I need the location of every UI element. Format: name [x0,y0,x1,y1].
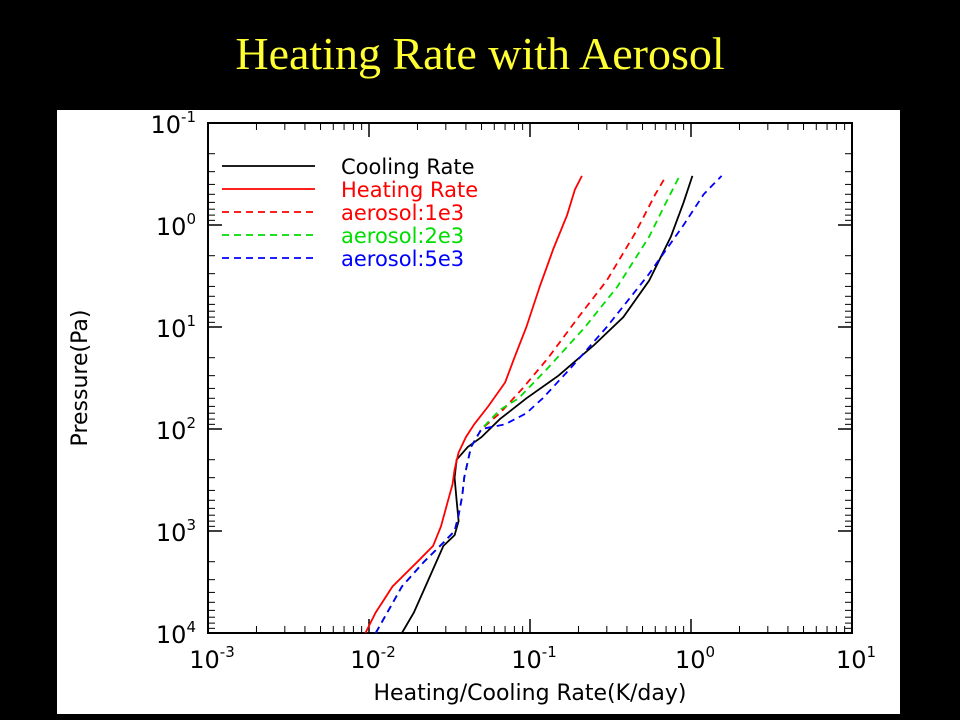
y-axis-label: Pressure(Pa) [68,310,93,447]
x-tick-label: 100 [675,643,715,674]
series-line-heating-rate [364,175,583,634]
x-tick-label: 10-3 [189,643,235,674]
y-tick-label: 100 [156,210,196,241]
x-tick-label: 10-1 [511,643,557,674]
y-tick-label: 103 [156,516,196,547]
y-axis-ticks: 10-1 100 101 102 103 104 [150,110,852,649]
legend-label: aerosol:2e3 [341,224,464,248]
plot-frame [207,122,853,634]
legend-label: aerosol:1e3 [341,201,464,225]
y-tick-label: 102 [156,414,196,445]
y-tick-label: 101 [156,312,196,343]
heating-rate-chart: 10-3 10-2 10-1 100 101 10-1 100 101 102 103 104 C… [68,110,876,706]
y-tick-label: 10-1 [150,110,196,139]
x-tick-label: 10-2 [350,643,396,674]
x-axis-label: Heating/Cooling Rate(K/day) [374,681,687,706]
series-lines [364,175,723,634]
x-tick-label: 101 [836,643,876,674]
y-tick-label: 104 [156,618,196,649]
legend-label: Heating Rate [341,178,478,202]
x-axis-ticks: 10-3 10-2 10-1 100 101 [189,123,876,674]
legend-label: aerosol:5e3 [341,247,464,271]
plot-panel: 10-3 10-2 10-1 100 101 10-1 100 101 102 103 104 C… [57,110,900,714]
legend-label: Cooling Rate [341,155,475,179]
slide-title: Heating Rate with Aerosol [235,28,725,79]
series-line-aerosol-5e3 [374,175,723,634]
